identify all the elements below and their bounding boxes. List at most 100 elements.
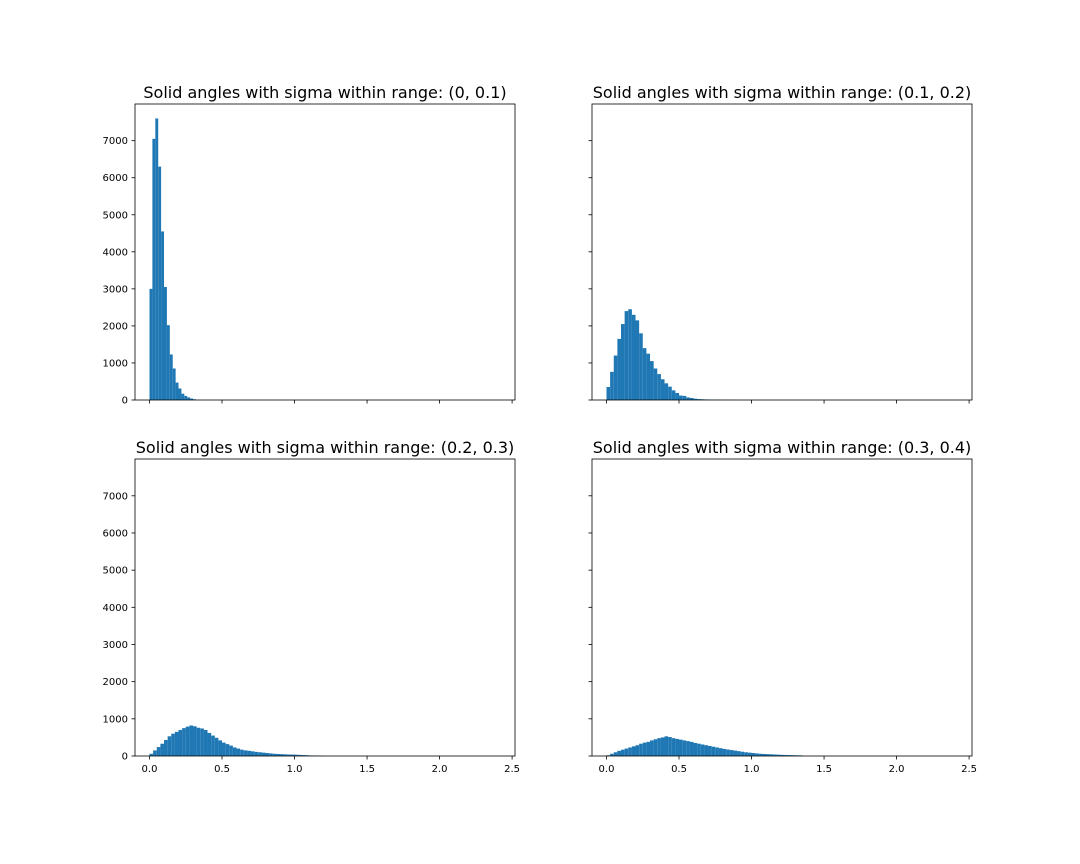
y-tick-label: 4000 [103, 603, 128, 614]
histogram-bar [675, 738, 680, 756]
y-tick-label: 5000 [103, 566, 128, 577]
histogram-bar [254, 751, 259, 756]
histogram-bar [646, 741, 651, 756]
histogram-bar [164, 740, 168, 756]
histogram-bar [156, 747, 161, 756]
histogram-bar [631, 314, 636, 400]
histogram-bar [232, 747, 237, 756]
y-tick-label: 6000 [103, 173, 128, 184]
histogram-bar [650, 361, 654, 400]
histogram-bar [172, 368, 176, 400]
histogram-bar [679, 395, 683, 400]
histogram-bar [185, 726, 190, 756]
subplot-title: Solid angles with sigma within range: (0… [593, 438, 972, 457]
histogram-bar [290, 754, 295, 756]
histogram-bar [628, 747, 632, 756]
subplot-title: Solid angles with sigma within range: (0… [143, 83, 506, 102]
y-tick-label: 0 [122, 752, 128, 763]
histogram-bar [152, 138, 156, 400]
histogram-bar [693, 742, 698, 756]
histogram-bar [229, 745, 233, 756]
histogram-bar [166, 325, 170, 400]
histogram-bar [711, 746, 716, 756]
histogram-bar [653, 739, 658, 756]
histogram-bar [635, 320, 640, 400]
histogram-bar [610, 371, 614, 400]
histogram-bar [613, 752, 618, 756]
histogram-bar [178, 729, 183, 756]
histogram-bar [160, 743, 165, 756]
histogram-bar [642, 742, 647, 756]
histogram-bar [769, 754, 774, 756]
histogram-bar [697, 399, 701, 400]
histogram-bar [258, 752, 262, 756]
x-tick-label: 2.5 [504, 764, 520, 775]
histogram-bar [758, 753, 763, 756]
histogram-bar [624, 311, 629, 400]
histogram-bar [196, 727, 201, 756]
histogram-bar [791, 755, 796, 756]
subplot-sigma-0-0.1: 0 1000 2000 3000 4000 5000 6000 7000 Solid angle… [103, 83, 516, 407]
x-tick-label: 0.0 [142, 764, 158, 775]
histogram-bar [161, 231, 165, 400]
histogram-bar [726, 749, 730, 756]
histogram-bar [149, 753, 154, 756]
histogram-bar [276, 753, 281, 756]
x-tick-label: 2.0 [889, 764, 905, 775]
histogram-bar [214, 737, 219, 756]
axes-frame [591, 458, 973, 757]
histogram-bar [700, 744, 705, 756]
histogram-bar [671, 390, 676, 400]
histogram-bar [660, 737, 665, 756]
x-tick-label: 1.5 [816, 764, 832, 775]
histogram-bar [631, 746, 636, 756]
y-tick-label: 3000 [103, 640, 128, 651]
histogram-bar [294, 754, 299, 756]
x-tick-label: 0.5 [671, 764, 687, 775]
histogram-bar [660, 379, 665, 400]
histogram-bar [639, 333, 643, 400]
subplot-title: Solid angles with sigma within range: (0… [136, 438, 515, 457]
y-tick-label: 5000 [103, 210, 128, 221]
y-tick-label: 2000 [103, 321, 128, 332]
y-tick-label: 2000 [103, 677, 128, 688]
histogram-bar [715, 747, 719, 756]
y-tick-label: 1000 [103, 714, 128, 725]
histogram-bar [780, 754, 785, 756]
histogram-bar [733, 750, 738, 756]
histogram-bar [193, 726, 197, 756]
histogram-bar [621, 749, 625, 756]
x-tick-label: 1.0 [744, 764, 760, 775]
histogram-bar [751, 753, 756, 756]
histogram-bar [744, 752, 748, 756]
histogram-bar [283, 754, 288, 756]
y-tick-label: 1000 [103, 358, 128, 369]
histogram-bar [766, 754, 770, 756]
histogram-bar [704, 745, 709, 756]
histogram-bar [158, 166, 162, 400]
histogram-bar [236, 748, 241, 756]
axes-frame [134, 458, 516, 757]
y-tick-label: 3000 [103, 284, 128, 295]
subplot-title: Solid angles with sigma within range: (0… [593, 83, 972, 102]
y-tick-label: 6000 [103, 528, 128, 539]
histogram-bar [747, 752, 752, 756]
histogram-bar [697, 743, 701, 756]
histogram-bars [606, 736, 803, 756]
histogram-bar [773, 754, 777, 756]
histogram-bar [689, 741, 694, 756]
histogram-bar [787, 755, 792, 756]
histogram-bar [682, 395, 687, 400]
histogram-bar [261, 752, 266, 756]
histogram-bar [211, 735, 215, 756]
x-tick-label: 1.0 [287, 764, 303, 775]
histogram-bar [708, 745, 712, 756]
histogram-bar [149, 288, 153, 400]
histogram-bar [251, 751, 255, 756]
histogram-bar [689, 397, 694, 400]
histogram-bar [272, 753, 277, 756]
histogram-bar [740, 751, 745, 756]
histogram-bar [200, 728, 204, 756]
histogram-bar [247, 750, 252, 756]
